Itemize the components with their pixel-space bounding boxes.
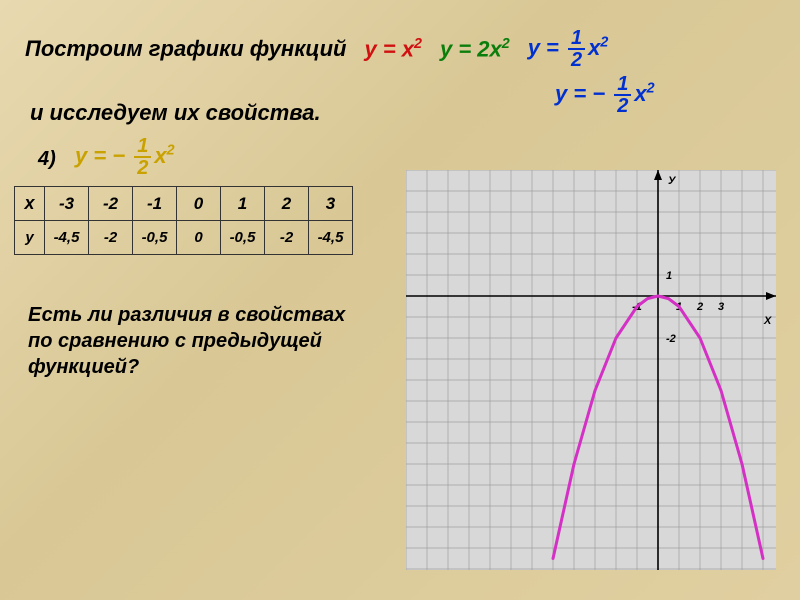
svg-text:1: 1 — [666, 270, 672, 282]
svg-text:3: 3 — [718, 301, 724, 313]
row-label-y: у — [15, 221, 45, 255]
parabola-chart: -11231-2УХ — [406, 170, 776, 570]
formula-red: у = х2 — [364, 36, 422, 62]
x-cell: 0 — [177, 187, 221, 221]
formula-yellow-secondary: у = − 12х2 — [555, 74, 655, 116]
y-cell: -2 — [89, 221, 133, 255]
formula-green: у = 2х2 — [440, 36, 510, 62]
x-cell: -2 — [89, 187, 133, 221]
formula-blue: у = 12х2 — [528, 28, 609, 70]
svg-text:2: 2 — [696, 301, 703, 313]
y-cell: -2 — [265, 221, 309, 255]
x-cell: -3 — [45, 187, 89, 221]
value-table: х -3 -2 -1 0 1 2 3 у -4,5 -2 -0,5 0 -0,5… — [14, 186, 353, 255]
y-cell: -0,5 — [133, 221, 177, 255]
item-number: 4) — [38, 148, 56, 171]
formula-yellow: у = − 12х2 — [75, 136, 175, 178]
x-cell: 1 — [221, 187, 265, 221]
x-cell: 2 — [265, 187, 309, 221]
svg-text:Х: Х — [763, 315, 772, 327]
y-cell: -0,5 — [221, 221, 265, 255]
row-label-x: х — [15, 187, 45, 221]
table-row: х -3 -2 -1 0 1 2 3 — [15, 187, 353, 221]
y-cell: -4,5 — [45, 221, 89, 255]
svg-text:-2: -2 — [666, 333, 676, 345]
y-cell: -4,5 — [309, 221, 353, 255]
x-cell: -1 — [133, 187, 177, 221]
question-text: Есть ли различия в свойствах по сравнени… — [28, 302, 348, 380]
page-title: Построим графики функций — [25, 36, 346, 62]
table-row: у -4,5 -2 -0,5 0 -0,5 -2 -4,5 — [15, 221, 353, 255]
subtitle: и исследуем их свойства. — [30, 100, 321, 126]
x-cell: 3 — [309, 187, 353, 221]
y-cell: 0 — [177, 221, 221, 255]
